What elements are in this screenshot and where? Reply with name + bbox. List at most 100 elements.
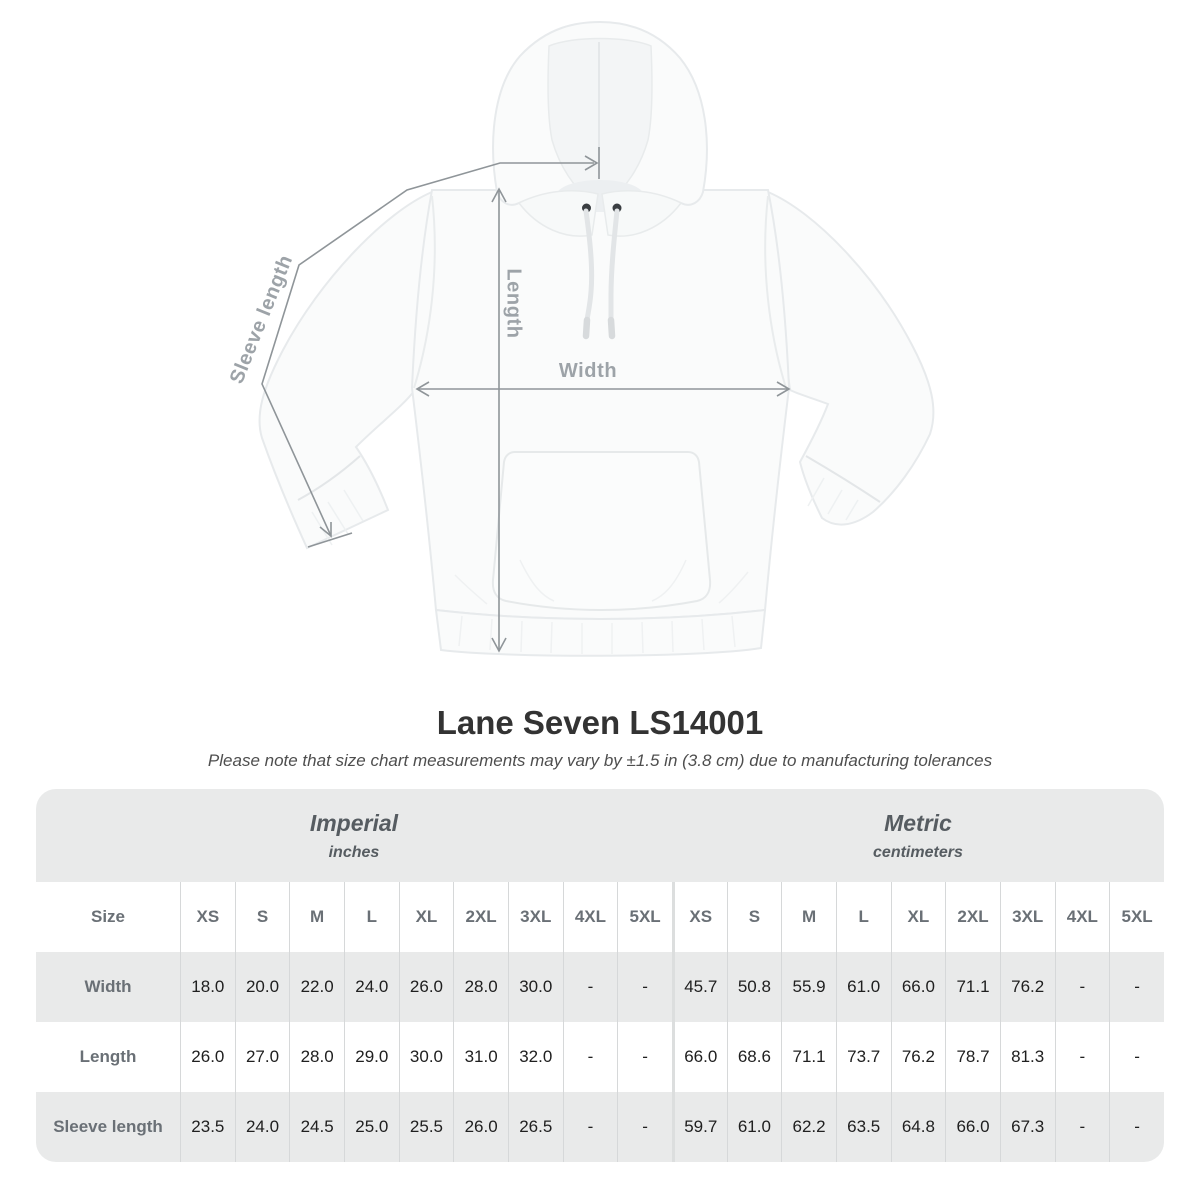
value-cell: 26.5	[507, 1092, 563, 1162]
value-cell: 68.6	[726, 1022, 782, 1092]
size-col-header: 3XL	[999, 882, 1055, 952]
value-cell: 45.7	[671, 952, 727, 1022]
value-cell: -	[1054, 1022, 1110, 1092]
hoodie-hood	[492, 20, 708, 237]
value-cell: 20.0	[234, 952, 290, 1022]
size-col-header: 4XL	[1054, 882, 1110, 952]
value-cell: 24.0	[343, 952, 399, 1022]
value-cell: 66.0	[945, 1092, 1000, 1162]
value-cell: 71.1	[945, 952, 1000, 1022]
value-cell: -	[617, 1092, 672, 1162]
size-chart-page: Sleeve length Length Width Lane Seven LS…	[36, 20, 1164, 1162]
value-cell: 73.7	[835, 1022, 891, 1092]
size-col-header: M	[289, 882, 344, 952]
value-cell: -	[562, 952, 618, 1022]
size-col-header: 4XL	[562, 882, 618, 952]
value-cell: 25.0	[343, 1092, 399, 1162]
value-cell: 76.2	[890, 1022, 946, 1092]
hoodie-diagram-section: Sleeve length Length Width	[226, 20, 935, 657]
metric-title: Metric	[884, 809, 952, 836]
value-cell: 24.0	[234, 1092, 290, 1162]
value-cell: 66.0	[671, 1022, 727, 1092]
imperial-group-header: Imperial inches	[36, 789, 672, 882]
row-label: Length	[79, 1047, 137, 1066]
value-cell: 31.0	[453, 1022, 508, 1092]
sleeve-end-arrowhead	[319, 522, 332, 538]
value-cell: -	[1109, 952, 1164, 1022]
hoodie-hem-band	[434, 608, 767, 657]
size-col-header: XS	[180, 882, 235, 952]
width-right-arrowhead	[776, 381, 791, 397]
size-col-header: M	[781, 882, 836, 952]
value-cell: 64.8	[890, 1092, 946, 1162]
size-col-header: XL	[890, 882, 946, 952]
value-cell: -	[1054, 952, 1110, 1022]
value-cell: 61.0	[726, 1092, 782, 1162]
value-cell: -	[617, 1022, 672, 1092]
value-cell: 81.3	[999, 1022, 1055, 1092]
value-cell: -	[562, 1092, 618, 1162]
size-header-label: Size	[36, 882, 180, 952]
imperial-subtitle: inches	[328, 843, 380, 861]
length-top-arrowhead	[491, 187, 507, 203]
metric-subtitle: centimeters	[873, 843, 963, 861]
value-cell: 30.0	[398, 1022, 454, 1092]
value-cell: 22.0	[289, 952, 344, 1022]
measurement-lines	[261, 147, 791, 653]
size-col-header: L	[835, 882, 891, 952]
size-col-header: 2XL	[945, 882, 1000, 952]
value-cell: 76.2	[999, 952, 1055, 1022]
value-cell: 27.0	[234, 1022, 290, 1092]
value-cell: 26.0	[180, 1022, 235, 1092]
hoodie-drawstrings	[582, 203, 622, 340]
page-title: Lane Seven LS14001	[436, 704, 764, 741]
metric-group-header: Metric centimeters	[671, 789, 1164, 882]
value-cell: 67.3	[999, 1092, 1055, 1162]
length-annotation-label: Length	[502, 268, 525, 339]
value-cell: 26.0	[398, 952, 454, 1022]
row-label: Sleeve length	[53, 1117, 163, 1136]
value-cell: -	[1109, 1092, 1164, 1162]
value-cell: 26.0	[453, 1092, 508, 1162]
value-cell: 55.9	[781, 952, 836, 1022]
value-cell: 63.5	[835, 1092, 891, 1162]
sleeve-length-line	[261, 162, 594, 537]
size-table: Imperial inches Metric centimeters Size …	[36, 789, 1164, 1162]
size-col-header: 5XL	[1109, 882, 1164, 952]
length-bottom-arrowhead	[491, 637, 507, 653]
hoodie-illustration	[258, 20, 935, 657]
size-col-header: 3XL	[507, 882, 563, 952]
width-annotation-label: Width	[558, 360, 618, 382]
unit-group-header-row: Imperial inches Metric centimeters	[36, 789, 1164, 882]
value-cell: 28.0	[453, 952, 508, 1022]
size-col-header: L	[343, 882, 399, 952]
imperial-title: Imperial	[309, 809, 399, 836]
size-col-header: 5XL	[617, 882, 672, 952]
hoodie-pocket	[491, 451, 712, 611]
value-cell: 59.7	[671, 1092, 727, 1162]
row-label: Width	[84, 977, 132, 996]
table-row-sleeve-length: Sleeve length 23.5 24.0 24.5 25.0 25.5 2…	[36, 1092, 1164, 1162]
value-cell: 61.0	[835, 952, 891, 1022]
value-cell: 29.0	[343, 1022, 399, 1092]
value-cell: 66.0	[890, 952, 946, 1022]
value-cell: 25.5	[398, 1092, 454, 1162]
size-col-header: XL	[398, 882, 454, 952]
cuff-end-tick	[307, 532, 353, 548]
value-cell: -	[1054, 1092, 1110, 1162]
value-cell: 18.0	[180, 952, 235, 1022]
value-cell: -	[617, 952, 672, 1022]
value-cell: 32.0	[507, 1022, 563, 1092]
value-cell: 71.1	[781, 1022, 836, 1092]
value-cell: 62.2	[781, 1092, 836, 1162]
value-cell: -	[562, 1022, 618, 1092]
value-cell: 23.5	[180, 1092, 235, 1162]
sleeve-start-arrowhead	[584, 155, 599, 171]
hoodie-right-sleeve	[766, 190, 935, 526]
size-header-row: Size XS S M L XL 2XL 3XL 4XL 5XL XS S M …	[36, 882, 1164, 952]
value-cell: 24.5	[289, 1092, 344, 1162]
value-cell: 30.0	[507, 952, 563, 1022]
size-col-header: XS	[671, 882, 727, 952]
table-row-width: Width 18.0 20.0 22.0 24.0 26.0 28.0 30.0…	[36, 952, 1164, 1022]
value-cell: 28.0	[289, 1022, 344, 1092]
